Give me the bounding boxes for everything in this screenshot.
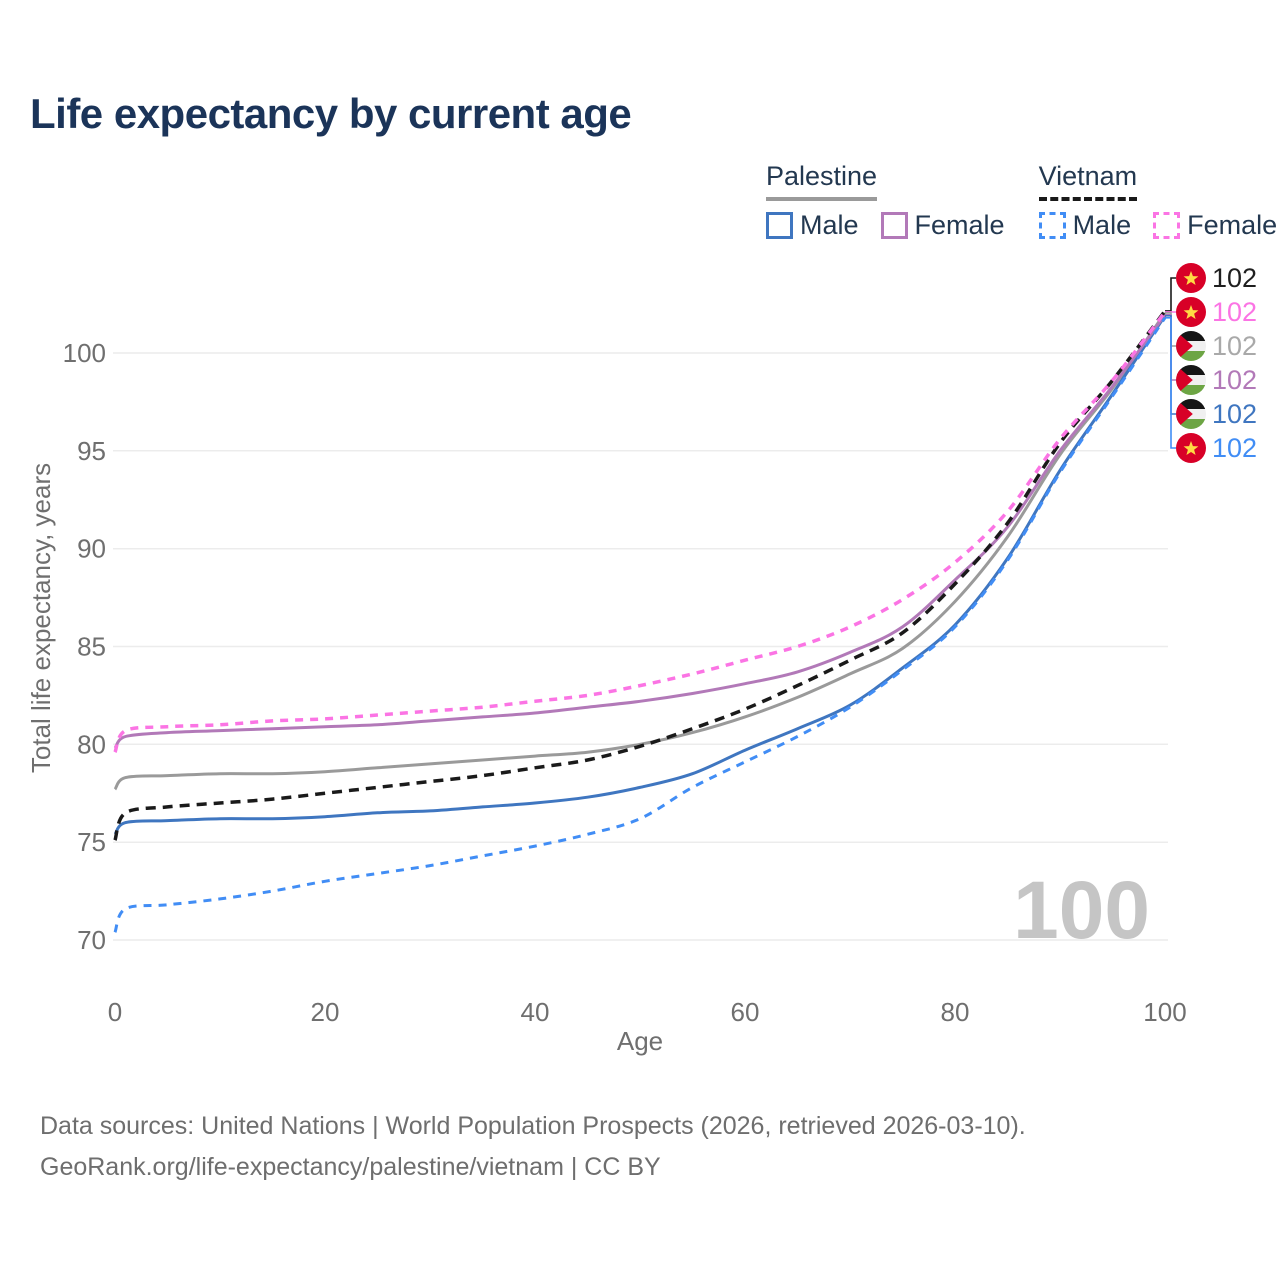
palestine-flag-icon [1176,399,1206,429]
legend-group-vietnam: Vietnam Male Female [1038,161,1277,241]
series-line-vietnam_total [113,309,1167,841]
footer: Data sources: United Nations | World Pop… [40,1106,1026,1188]
end-label-value-vietnam_male: 102 [1212,433,1257,463]
footer-data-sources: Data sources: United Nations | World Pop… [40,1112,1026,1140]
end-label-value-palestine_female: 102 [1212,365,1257,395]
end-label-value-palestine_total: 102 [1212,331,1257,361]
y-tick-label-75: 75 [77,827,106,857]
end-label-leader-vietnam_total [1165,277,1176,312]
x-tick-label-60: 60 [731,997,760,1027]
vietnam-flag-icon [1176,263,1206,293]
footer-attribution: GeoRank.org/life-expectancy/palestine/vi… [40,1153,661,1181]
x-tick-label-100: 100 [1143,997,1186,1027]
vietnam-flag-icon [1176,433,1206,463]
y-tick-label-100: 100 [63,338,106,368]
legend-country-vietnam[interactable]: Vietnam [1038,161,1138,201]
palestine-flag-icon [1176,365,1206,395]
legend-item-palestine-male[interactable]: Male [766,210,859,241]
x-tick-label-40: 40 [521,997,550,1027]
series-line-palestine_female [113,313,1167,750]
x-tick-label-0: 0 [108,997,122,1027]
vietnam-female-swatch-icon [1153,212,1181,239]
x-tick-label-20: 20 [311,997,340,1027]
legend-label-palestine-male: Male [800,210,859,240]
legend-label-vietnam-female: Female [1187,210,1278,240]
y-tick-label-95: 95 [77,436,106,466]
vietnam-flag-icon [1176,297,1206,327]
y-tick-label-90: 90 [77,534,106,564]
series-line-vietnam_male [113,316,1167,933]
end-label-leader-vietnam_male [1165,317,1176,449]
legend: Palestine Male Female Vietnam Male Femal… [766,161,1277,241]
legend-item-palestine-female[interactable]: Female [880,210,1005,241]
legend-label-vietnam-male: Male [1072,210,1132,240]
y-tick-label-80: 80 [77,729,106,759]
series-line-palestine_male [113,314,1167,836]
legend-group-palestine: Palestine Male Female [766,161,1005,241]
legend-row-palestine: Male Female [766,210,1005,241]
y-tick-label-70: 70 [77,925,106,955]
palestine-flag-icon [1176,331,1206,361]
legend-item-vietnam-female[interactable]: Female [1153,210,1277,241]
page-title: Life expectancy by current age [30,90,632,137]
series-line-palestine_total [113,312,1167,791]
age-counter-watermark: 100 [1013,865,1150,956]
vietnam-male-swatch-icon [1038,212,1066,239]
legend-row-vietnam: Male Female [1038,210,1277,241]
palestine-male-swatch-icon [766,212,793,239]
legend-label-palestine-female: Female [914,210,1005,240]
legend-country-palestine[interactable]: Palestine [766,161,878,201]
palestine-female-swatch-icon [880,212,908,239]
y-axis-title: Total life expectancy, years [26,463,56,773]
end-label-value-palestine_male: 102 [1212,399,1257,429]
legend-item-vietnam-male[interactable]: Male [1038,210,1132,241]
x-tick-label-80: 80 [941,997,970,1027]
end-label-value-vietnam_total: 102 [1212,263,1257,293]
x-axis-title: Age [617,1026,663,1056]
y-tick-label-85: 85 [77,632,106,662]
series-line-vietnam_female [113,310,1167,753]
end-label-value-vietnam_female: 102 [1212,297,1257,327]
